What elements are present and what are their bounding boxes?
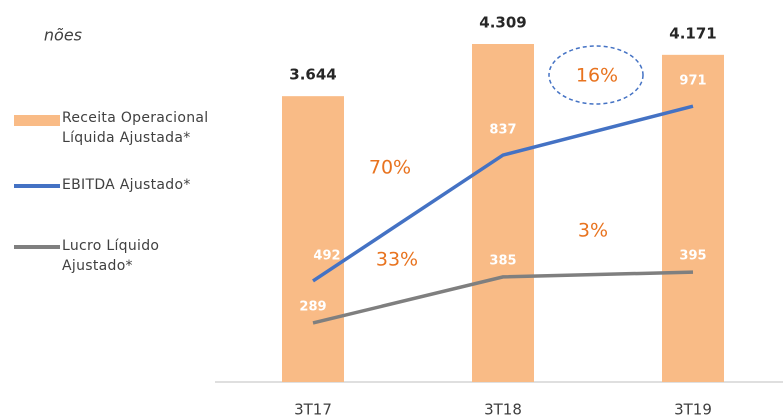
line xyxy=(312,270,694,325)
bar xyxy=(472,44,534,382)
legend-label: Receita Operacional Líquida Ajustada* xyxy=(62,110,209,146)
legend-item: EBITDA Ajustado* xyxy=(14,175,242,195)
annotation: 3% xyxy=(578,220,608,242)
x-tick-label: 3T19 xyxy=(674,401,712,419)
legend-item: Lucro Líquido Ajustado* xyxy=(14,236,202,276)
line-value-label: 837 xyxy=(489,123,516,138)
line-value-label: 395 xyxy=(679,249,706,264)
annotation: 16% xyxy=(576,65,618,87)
line-value-label: 289 xyxy=(299,299,326,314)
x-tick-label: 3T17 xyxy=(294,401,332,419)
bar-value-label: 4.309 xyxy=(479,14,526,32)
line-value-label: 385 xyxy=(489,253,516,268)
legend-item: Receita Operacional Líquida Ajustada* xyxy=(14,108,242,148)
bar-value-label: 3.644 xyxy=(289,66,336,84)
x-tick-label: 3T18 xyxy=(484,401,522,419)
subtitle: nões xyxy=(44,26,82,45)
line-value-label: 492 xyxy=(313,248,340,263)
legend-swatch xyxy=(14,115,60,126)
legend-label: EBITDA Ajustado* xyxy=(62,177,191,193)
annotation: 33% xyxy=(376,249,418,271)
highlight-ellipse xyxy=(548,45,644,105)
bar xyxy=(282,96,344,382)
bar xyxy=(662,54,724,382)
line xyxy=(312,104,694,283)
legend-label: Lucro Líquido Ajustado* xyxy=(62,238,160,274)
line-value-label: 971 xyxy=(679,74,706,89)
annotation: 70% xyxy=(369,157,411,179)
legend-swatch xyxy=(14,245,60,249)
legend-swatch xyxy=(14,184,60,188)
bar-value-label: 4.171 xyxy=(669,24,716,42)
